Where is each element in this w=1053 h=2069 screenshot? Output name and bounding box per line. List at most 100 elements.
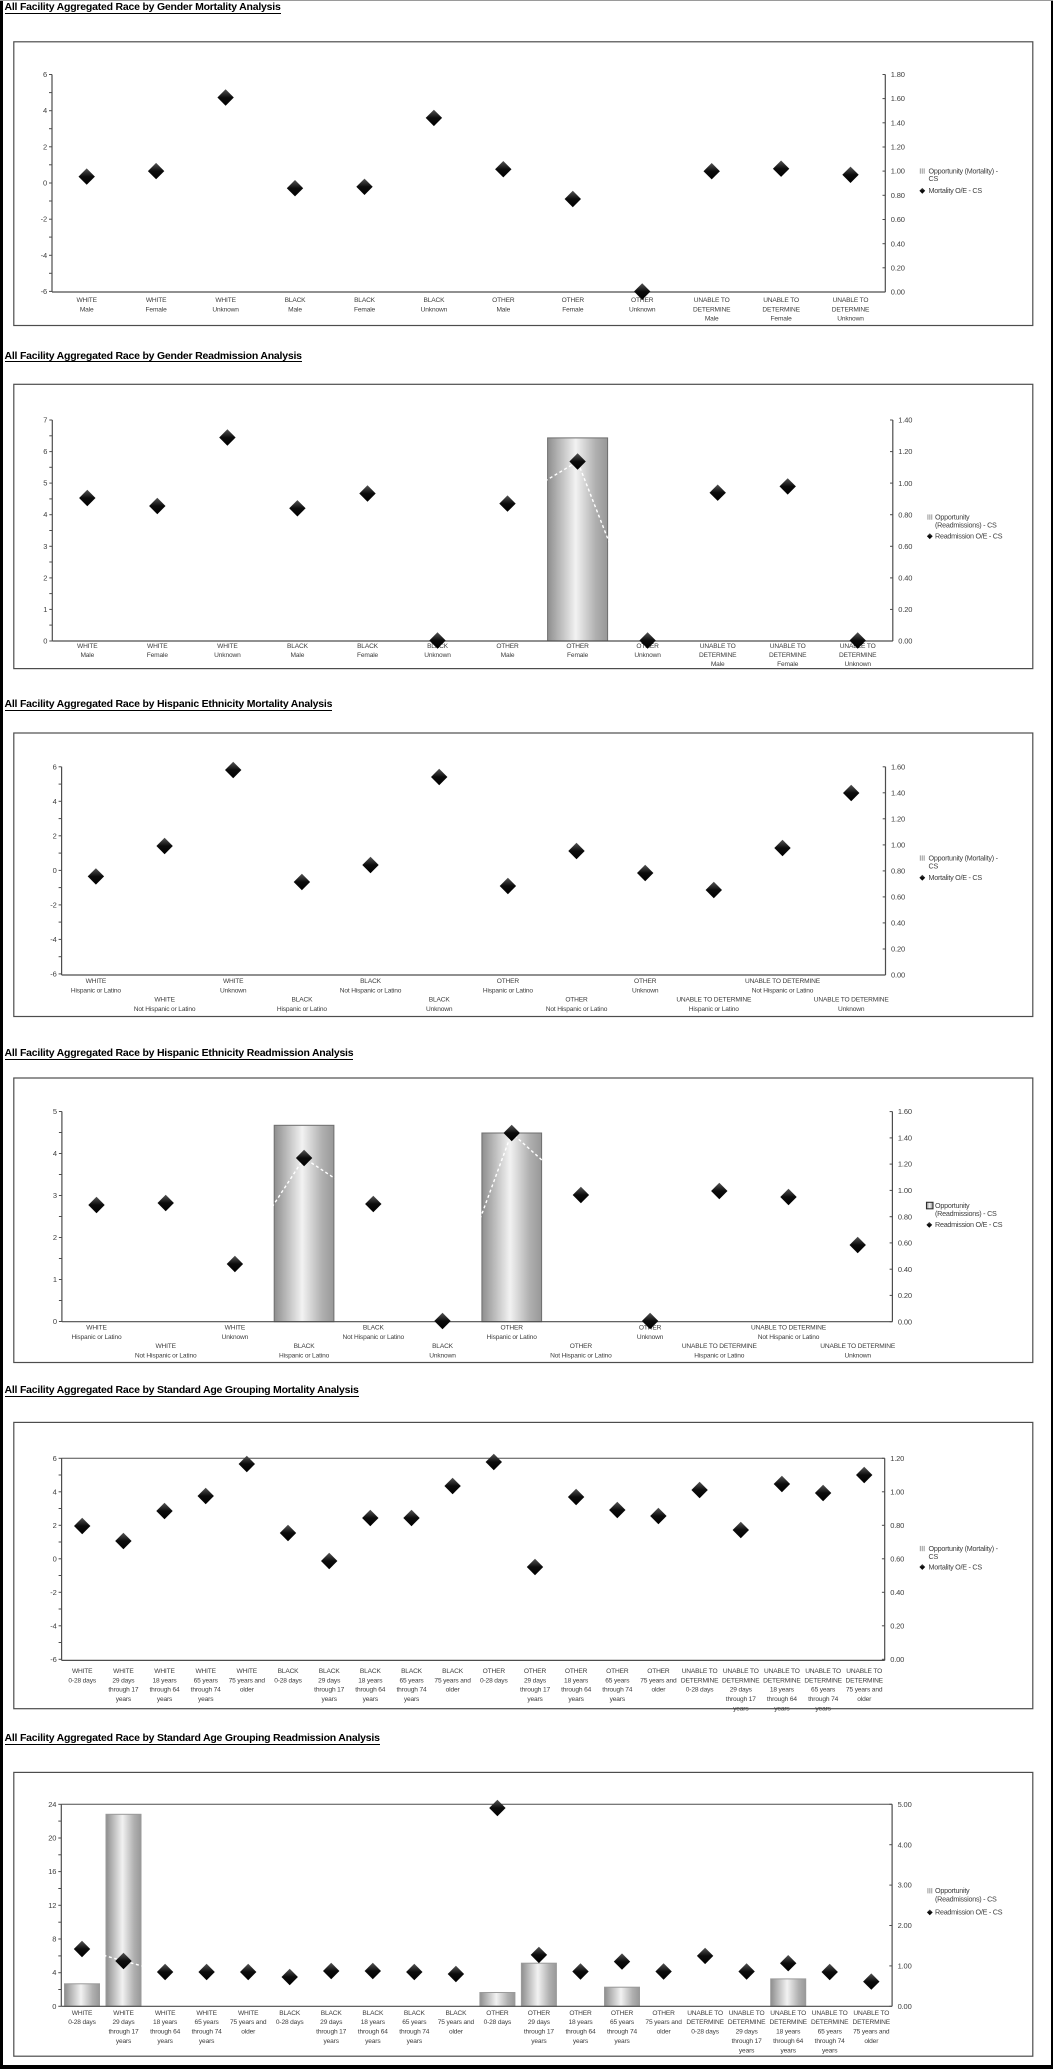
svg-text:CS: CS [929, 174, 939, 183]
svg-text:Readmission O/E - CS: Readmission O/E - CS [935, 1220, 1003, 1229]
svg-text:years: years [322, 1696, 338, 1703]
svg-text:29 days: 29 days [736, 2029, 759, 2036]
svg-text:UNABLE TO DETERMINE: UNABLE TO DETERMINE [751, 1325, 827, 1332]
svg-text:Female: Female [771, 316, 793, 323]
svg-text:older: older [864, 2038, 879, 2045]
svg-text:WHITE: WHITE [237, 1668, 258, 1675]
svg-text:Hispanic or Latino: Hispanic or Latino [71, 988, 122, 995]
svg-text:OTHER: OTHER [562, 297, 585, 304]
svg-text:6: 6 [43, 70, 47, 79]
svg-text:WHITE: WHITE [215, 297, 236, 304]
svg-text:0.00: 0.00 [898, 2002, 912, 2011]
svg-text:Male: Male [705, 316, 719, 323]
svg-text:65 years: 65 years [610, 2019, 635, 2026]
svg-text:1.60: 1.60 [891, 762, 905, 771]
svg-text:WHITE: WHITE [72, 2010, 93, 2017]
svg-text:Unknown: Unknown [637, 1334, 664, 1341]
svg-text:0.20: 0.20 [891, 945, 905, 954]
svg-text:3: 3 [43, 542, 47, 551]
svg-text:BLACK: BLACK [432, 1343, 454, 1350]
svg-text:0.80: 0.80 [891, 867, 905, 876]
svg-text:1.20: 1.20 [898, 1160, 912, 1169]
svg-text:2: 2 [43, 573, 47, 582]
svg-text:1.20: 1.20 [891, 814, 905, 823]
svg-text:UNABLE TO: UNABLE TO [694, 297, 730, 304]
svg-text:65 years: 65 years [605, 1677, 630, 1684]
svg-text:BLACK: BLACK [278, 1668, 300, 1675]
svg-text:(Readmissions) - CS: (Readmissions) - CS [935, 1209, 997, 1218]
svg-text:0-28 days: 0-28 days [276, 2019, 304, 2026]
svg-text:WHITE: WHITE [86, 978, 107, 985]
svg-text:BLACK: BLACK [362, 2010, 384, 2017]
svg-text:through 74: through 74 [815, 2038, 846, 2045]
svg-text:0.00: 0.00 [898, 1317, 912, 1326]
svg-text:65 years: 65 years [402, 2019, 427, 2026]
svg-text:75 years and: 75 years and [229, 1677, 266, 1684]
svg-text:BLACK: BLACK [360, 1668, 382, 1675]
svg-text:older: older [446, 1687, 461, 1694]
svg-text:Unknown: Unknown [838, 1006, 865, 1013]
svg-text:24: 24 [48, 1800, 56, 1809]
svg-text:BLACK: BLACK [429, 997, 451, 1004]
svg-text:years: years [324, 2038, 340, 2045]
svg-text:OTHER: OTHER [566, 643, 589, 650]
svg-text:DETERMINE: DETERMINE [681, 1677, 719, 1684]
svg-text:0.00: 0.00 [890, 1655, 904, 1664]
svg-text:through 64: through 64 [767, 1696, 798, 1703]
svg-text:through 17: through 17 [732, 2038, 763, 2045]
svg-text:2: 2 [53, 831, 57, 840]
svg-text:Not Hispanic or Latino: Not Hispanic or Latino [546, 1006, 608, 1013]
svg-text:UNABLE TO DETERMINE: UNABLE TO DETERMINE [745, 978, 821, 985]
svg-text:WHITE: WHITE [146, 297, 167, 304]
svg-text:18 years: 18 years [564, 1677, 589, 1684]
svg-text:WHITE: WHITE [155, 1343, 176, 1350]
svg-text:6: 6 [43, 447, 47, 456]
svg-text:Unknown: Unknown [222, 1334, 249, 1341]
svg-text:CS: CS [929, 1552, 939, 1561]
svg-text:Male: Male [711, 661, 725, 668]
svg-text:Unknown: Unknown [421, 306, 448, 313]
svg-text:WHITE: WHITE [147, 643, 168, 650]
svg-text:years: years [781, 2047, 797, 2054]
svg-text:Unknown: Unknown [837, 316, 864, 323]
svg-text:Male: Male [288, 306, 302, 313]
svg-text:-2: -2 [50, 1588, 56, 1597]
svg-text:WHITE: WHITE [223, 978, 244, 985]
svg-text:BLACK: BLACK [321, 2010, 343, 2017]
svg-text:Hispanic or Latino: Hispanic or Latino [694, 1353, 745, 1360]
svg-text:75 years and: 75 years and [846, 1687, 883, 1694]
svg-text:2: 2 [53, 1521, 57, 1530]
svg-text:0.20: 0.20 [890, 1621, 904, 1630]
svg-text:through 64: through 64 [355, 1687, 386, 1694]
svg-text:DETERMINE: DETERMINE [804, 1677, 842, 1684]
svg-text:18 years: 18 years [568, 2019, 593, 2026]
svg-text:UNABLE TO: UNABLE TO [682, 1668, 718, 1675]
svg-text:through 64: through 64 [358, 2029, 389, 2036]
svg-text:0.40: 0.40 [898, 1265, 912, 1274]
svg-text:1.40: 1.40 [891, 118, 905, 127]
svg-text:0.40: 0.40 [890, 1588, 904, 1597]
svg-text:years: years [733, 1706, 749, 1713]
svg-text:5.00: 5.00 [898, 1800, 912, 1809]
svg-text:Male: Male [80, 652, 94, 659]
svg-text:0.80: 0.80 [891, 191, 905, 200]
svg-text:5: 5 [43, 479, 47, 488]
svg-text:1.40: 1.40 [898, 1134, 912, 1143]
svg-text:BLACK: BLACK [279, 2010, 301, 2017]
svg-text:OTHER: OTHER [611, 2010, 634, 2017]
svg-text:Mortality O/E - CS: Mortality O/E - CS [929, 873, 983, 882]
svg-text:Unknown: Unknown [634, 652, 661, 659]
svg-text:through 64: through 64 [773, 2038, 804, 2045]
svg-text:(Readmissions) - CS: (Readmissions) - CS [935, 1894, 997, 1903]
svg-text:UNABLE TO: UNABLE TO [729, 2010, 765, 2017]
svg-text:OTHER: OTHER [652, 2010, 675, 2017]
svg-text:DETERMINE: DETERMINE [832, 306, 870, 313]
svg-text:-6: -6 [50, 969, 56, 978]
svg-text:1.60: 1.60 [898, 1107, 912, 1116]
svg-text:1.40: 1.40 [891, 788, 905, 797]
svg-text:Not Hispanic or Latino: Not Hispanic or Latino [758, 1334, 820, 1341]
svg-text:UNABLE TO DETERMINE: UNABLE TO DETERMINE [676, 997, 752, 1004]
svg-text:OTHER: OTHER [570, 1343, 593, 1350]
svg-text:older: older [240, 1687, 255, 1694]
svg-text:75 years and: 75 years and [438, 2019, 475, 2026]
